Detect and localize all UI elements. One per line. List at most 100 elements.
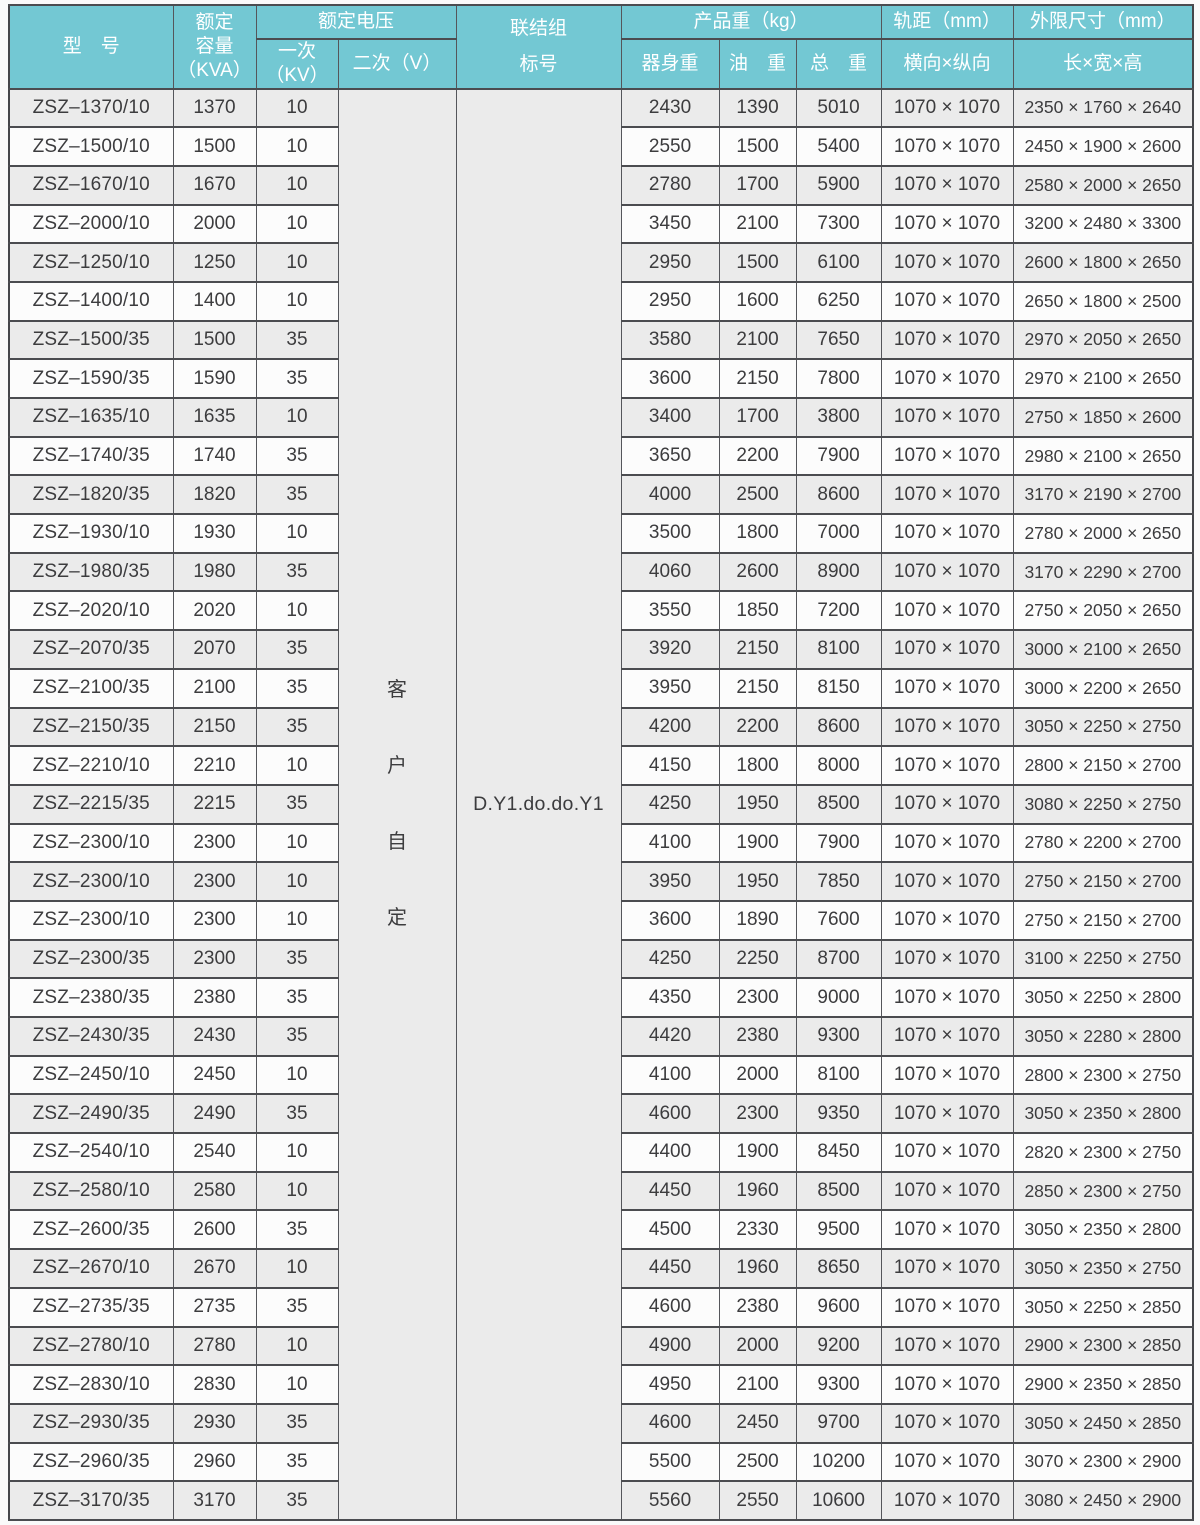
primary-voltage-cell: 10	[255, 899, 339, 941]
dimensions-cell: 2820 × 2300 × 2750	[1012, 1132, 1194, 1173]
total-weight-cell: 8150	[795, 667, 882, 709]
table-row: ZSZ–2020/10 2020 10 3550 1850 7200 1070 × 1070…	[8, 590, 1194, 632]
oil-weight-cell: 1960	[718, 1170, 797, 1212]
oil-weight-cell: 1500	[718, 242, 797, 283]
table-row: ZSZ–1670/10 1670 10 2780 1700 5900 1070 × 1070…	[8, 164, 1194, 206]
total-weight-cell: 9200	[795, 1325, 882, 1367]
model-cell: ZSZ–2540/10	[8, 1132, 174, 1173]
primary-voltage-cell: 35	[255, 977, 339, 1018]
oil-weight-cell: 1800	[718, 513, 797, 554]
capacity-cell: 2215	[172, 783, 257, 825]
capacity-cell: 1370	[172, 87, 257, 129]
model-cell: ZSZ–2150/35	[8, 706, 174, 748]
table-row: ZSZ–1500/10 1500 10 2550 1500 5400 1070 × 1070…	[8, 126, 1194, 167]
capacity-cell: 2450	[172, 1054, 257, 1096]
model-cell: ZSZ–2210/10	[8, 745, 174, 786]
total-weight-cell: 7900	[795, 822, 882, 864]
oil-weight-cell: 1390	[718, 87, 797, 129]
oil-weight-cell: 2250	[718, 938, 797, 980]
total-weight-cell: 7900	[795, 435, 882, 477]
model-cell: ZSZ–2670/10	[8, 1248, 174, 1289]
total-weight-cell: 9700	[795, 1402, 882, 1444]
dimensions-cell: 3050 × 2350 × 2750	[1012, 1248, 1194, 1289]
oil-weight-cell: 2200	[718, 435, 797, 477]
oil-weight-cell: 2500	[718, 1441, 797, 1483]
total-weight-cell: 9300	[795, 1364, 882, 1405]
capacity-cell: 1740	[172, 435, 257, 477]
oil-weight-cell: 2300	[718, 977, 797, 1018]
table-row: ZSZ–2000/10 2000 10 3450 2100 7300 1070 × 1070…	[8, 203, 1194, 245]
model-cell: ZSZ–2215/35	[8, 783, 174, 825]
table-row: ZSZ–2490/35 2490 35 4600 2300 9350 1070 × 1070…	[8, 1093, 1194, 1135]
gauge-cell: 1070 × 1070	[880, 87, 1014, 129]
table-row: ZSZ–1980/35 1980 35 4060 2600 8900 1070 × 1070…	[8, 551, 1194, 593]
capacity-cell: 2960	[172, 1441, 257, 1483]
dimensions-cell: 3100 × 2250 × 2750	[1012, 938, 1194, 980]
oil-weight-cell: 1800	[718, 745, 797, 786]
table-row: ZSZ–2070/35 2070 35 3920 2150 8100 1070 × 1070…	[8, 629, 1194, 670]
total-weight-cell: 5900	[795, 164, 882, 206]
total-weight-cell: 5010	[795, 87, 882, 129]
total-weight-cell: 10600	[795, 1480, 882, 1521]
body-weight-cell: 4450	[620, 1248, 720, 1289]
capacity-cell: 1980	[172, 551, 257, 593]
model-cell: ZSZ–2300/10	[8, 822, 174, 864]
body-weight-cell: 3950	[620, 861, 720, 902]
body-weight-cell: 4600	[620, 1093, 720, 1135]
gauge-cell: 1070 × 1070	[880, 397, 1014, 438]
gauge-cell: 1070 × 1070	[880, 938, 1014, 980]
primary-voltage-cell: 10	[255, 822, 339, 864]
primary-voltage-cell: 35	[255, 629, 339, 670]
body-weight-cell: 3450	[620, 203, 720, 245]
col-header-dims-sub: 长×宽×高	[1012, 38, 1194, 90]
model-cell: ZSZ–1740/35	[8, 435, 174, 477]
model-cell: ZSZ–1635/10	[8, 397, 174, 438]
oil-weight-cell: 2200	[718, 706, 797, 748]
dimensions-cell: 2970 × 2100 × 2650	[1012, 358, 1194, 399]
total-weight-cell: 8900	[795, 551, 882, 593]
table-row: ZSZ–2380/35 2380 35 4350 2300 9000 1070 × 1070…	[8, 977, 1194, 1018]
total-weight-cell: 9500	[795, 1209, 882, 1251]
model-cell: ZSZ–2930/35	[8, 1402, 174, 1444]
primary-voltage-cell: 35	[255, 1016, 339, 1057]
dimensions-cell: 3050 × 2280 × 2800	[1012, 1016, 1194, 1057]
capacity-cell: 1820	[172, 474, 257, 516]
gauge-cell: 1070 × 1070	[880, 1209, 1014, 1251]
model-cell: ZSZ–2380/35	[8, 977, 174, 1018]
header-line: 一次	[277, 41, 316, 62]
table-row: ZSZ–2210/10 2210 10 4150 1800 8000 1070 × 1070…	[8, 745, 1194, 786]
oil-weight-cell: 1700	[718, 164, 797, 206]
table-row: ZSZ–1740/35 1740 35 3650 2200 7900 1070 × 1070…	[8, 435, 1194, 477]
model-cell: ZSZ–2960/35	[8, 1441, 174, 1483]
dimensions-cell: 2800 × 2150 × 2700	[1012, 745, 1194, 786]
primary-voltage-cell: 10	[255, 1325, 339, 1367]
table-row: ZSZ–1590/35 1590 35 3600 2150 7800 1070 × 1070…	[8, 358, 1194, 399]
capacity-cell: 2830	[172, 1364, 257, 1405]
capacity-cell: 2580	[172, 1170, 257, 1212]
primary-voltage-cell: 35	[255, 1209, 339, 1251]
oil-weight-cell: 2150	[718, 667, 797, 709]
model-cell: ZSZ–1250/10	[8, 242, 174, 283]
total-weight-cell: 8600	[795, 706, 882, 748]
gauge-cell: 1070 × 1070	[880, 474, 1014, 516]
table-row: ZSZ–2780/10 2780 10 4900 2000 9200 1070 × 1070…	[8, 1325, 1194, 1367]
table-row: ZSZ–2670/10 2670 10 4450 1960 8650 1070 × 1070…	[8, 1248, 1194, 1289]
table-row: ZSZ–2960/35 2960 35 5500 2500 10200 1070 × 107…	[8, 1441, 1194, 1483]
header-line: 容量	[195, 35, 234, 57]
body-weight-cell: 4250	[620, 783, 720, 825]
primary-voltage-cell: 10	[255, 1248, 339, 1289]
oil-weight-cell: 1950	[718, 861, 797, 902]
capacity-cell: 2150	[172, 706, 257, 748]
dimensions-cell: 3050 × 2350 × 2800	[1012, 1209, 1194, 1251]
header-line: 联结组	[510, 17, 568, 39]
total-weight-cell: 9600	[795, 1286, 882, 1328]
oil-weight-cell: 2380	[718, 1016, 797, 1057]
body-weight-cell: 4450	[620, 1170, 720, 1212]
total-weight-cell: 8650	[795, 1248, 882, 1289]
dimensions-cell: 3050 × 2250 × 2850	[1012, 1286, 1194, 1328]
gauge-cell: 1070 × 1070	[880, 319, 1014, 361]
capacity-cell: 2020	[172, 590, 257, 632]
primary-voltage-cell: 10	[255, 242, 339, 283]
header-row-1: 型 号 额定 容量 （KVA） 额定电压 联结组 标号 产品重（kg） 轨距（mm） …	[8, 4, 1194, 90]
oil-weight-cell: 1700	[718, 397, 797, 438]
